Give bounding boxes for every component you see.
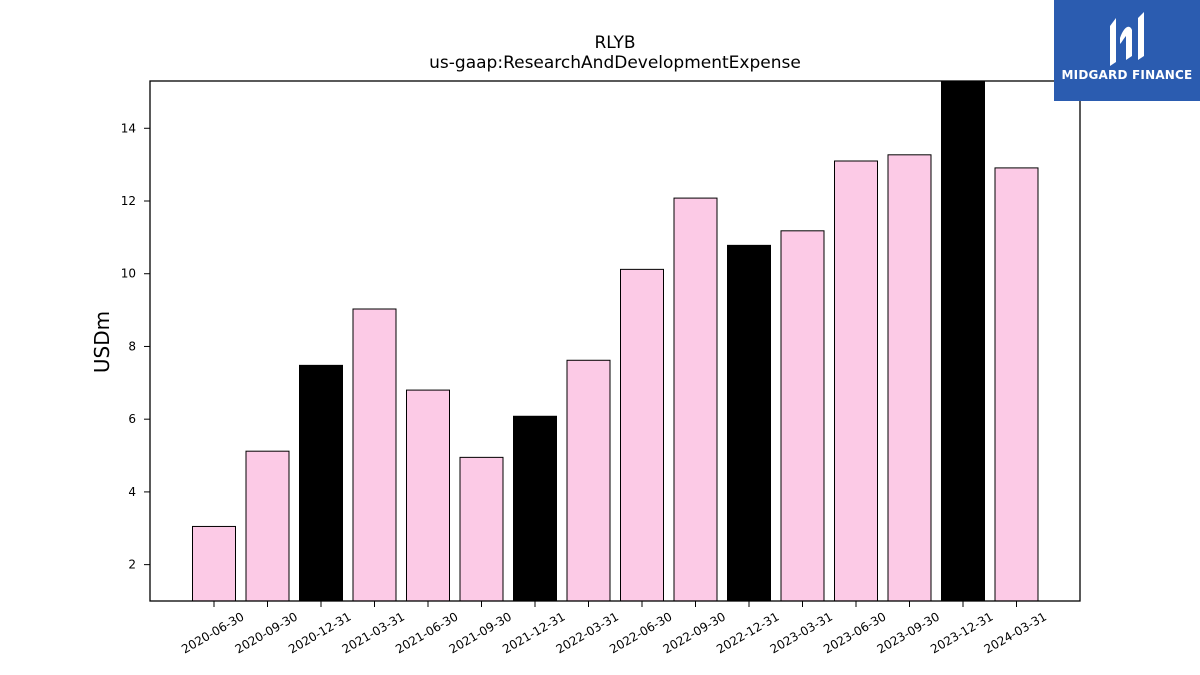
bar-2023-06-30 — [834, 160, 878, 602]
y-tick-label: 6 — [128, 412, 136, 426]
y-tick-label: 10 — [121, 267, 136, 281]
bar-2020-09-30 — [245, 450, 290, 602]
bar-2021-03-31 — [352, 308, 397, 602]
bar-2024-03-31 — [994, 167, 1039, 602]
bar-2020-06-30 — [192, 525, 236, 602]
brand-name: MIDGARD FINANCE — [1061, 68, 1193, 82]
chart-subtitle: us-gaap:ResearchAndDevelopmentExpense — [429, 53, 801, 73]
y-tick-label: 4 — [128, 485, 136, 499]
bar-2021-06-30 — [406, 389, 450, 602]
chart-title: RLYB — [594, 33, 635, 53]
y-axis-ticks: 2 4 6 8 10 12 14 — [121, 121, 150, 572]
brand-logo: MIDGARD FINANCE — [1054, 0, 1200, 101]
bar-2022-03-31 — [566, 359, 611, 602]
bar-2021-09-30 — [459, 456, 504, 602]
bar-2022-06-30 — [620, 268, 664, 602]
plot-frame — [149, 80, 1081, 602]
bar-2023-09-30 — [887, 154, 932, 602]
y-axis-label: USDm — [90, 311, 114, 373]
bar-2023-03-31 — [780, 230, 825, 602]
brand-mark-icon — [1110, 12, 1144, 66]
bar-2020-12-31 — [299, 364, 343, 602]
x-axis-ticks: 2020-06-302020-09-302020-12-312021-03-31… — [179, 601, 1049, 656]
y-tick-label: 14 — [121, 121, 136, 135]
y-tick-label: 8 — [128, 339, 136, 353]
bars-group — [192, 80, 1039, 602]
bar-2023-12-31 — [941, 80, 985, 602]
bar-2022-12-31 — [727, 244, 771, 602]
bar-2021-12-31 — [513, 415, 557, 602]
bar-2022-09-30 — [673, 197, 718, 602]
y-tick-label: 12 — [121, 194, 136, 208]
y-tick-label: 2 — [128, 558, 136, 572]
